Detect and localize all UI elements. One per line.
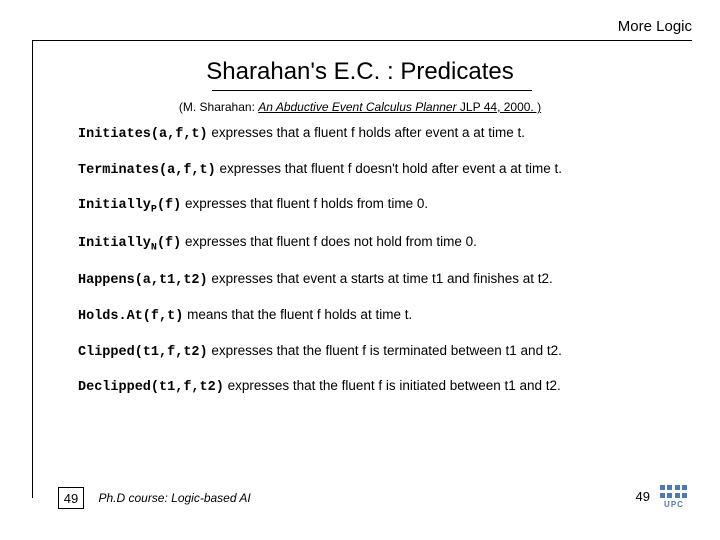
page-number-right: 49 xyxy=(636,489,650,504)
predicate-desc: expresses that fluent f holds from time … xyxy=(181,196,428,211)
predicate-name: Initiates(a,f,t) xyxy=(78,127,208,142)
predicate-name: InitiallyP(f) xyxy=(78,198,181,213)
citation: (M. Sharahan: An Abductive Event Calculu… xyxy=(0,100,720,114)
predicate-name: Happens(a,t1,t2) xyxy=(78,273,208,288)
predicate-desc: means that the fluent f holds at time t. xyxy=(183,307,412,322)
predicate-row: Happens(a,t1,t2) expresses that event a … xyxy=(78,270,698,290)
logo-text: UPC xyxy=(660,500,688,509)
predicate-row: Declipped(t1,f,t2) expresses that the fl… xyxy=(78,377,698,397)
predicate-row: InitiallyN(f) expresses that fluent f do… xyxy=(78,233,698,255)
section-header: More Logic xyxy=(618,18,692,35)
predicate-pre: Initially xyxy=(78,198,151,213)
predicate-row: InitiallyP(f) expresses that fluent f ho… xyxy=(78,195,698,217)
title-underline xyxy=(212,90,532,91)
predicate-pre: Initially xyxy=(78,236,151,251)
predicate-row: Holds.At(f,t) means that the fluent f ho… xyxy=(78,306,698,326)
horizontal-rule xyxy=(32,40,692,41)
page-number-box: 49 xyxy=(58,487,84,509)
citation-prefix: (M. Sharahan: xyxy=(179,100,258,114)
predicate-desc: expresses that fluent f doesn't hold aft… xyxy=(216,161,562,176)
citation-title: An Abductive Event Calculus Planner xyxy=(258,100,456,114)
predicate-desc: expresses that fluent f does not hold fr… xyxy=(181,234,477,249)
predicate-name: Holds.At(f,t) xyxy=(78,309,183,324)
predicate-name: Clipped(t1,f,t2) xyxy=(78,345,208,360)
predicate-list: Initiates(a,f,t) expresses that a fluent… xyxy=(78,124,698,413)
predicate-post: (f) xyxy=(157,198,181,213)
predicate-desc: expresses that event a starts at time t1… xyxy=(208,271,553,286)
course-label: Ph.D course: Logic-based AI xyxy=(98,491,250,505)
predicate-name: Terminates(a,f,t) xyxy=(78,163,216,178)
upc-logo: UPC xyxy=(660,485,688,513)
predicate-row: Clipped(t1,f,t2) expresses that the flue… xyxy=(78,342,698,362)
logo-dots-icon xyxy=(660,485,688,499)
predicate-desc: expresses that the fluent f is initiated… xyxy=(224,378,561,393)
predicate-name: InitiallyN(f) xyxy=(78,236,181,251)
citation-suffix: JLP 44, 2000. ) xyxy=(457,100,542,114)
predicate-row: Terminates(a,f,t) expresses that fluent … xyxy=(78,160,698,180)
slide-footer: 49 Ph.D course: Logic-based AI 49 UPC xyxy=(58,487,698,511)
predicate-desc: expresses that a fluent f holds after ev… xyxy=(208,125,525,140)
predicate-desc: expresses that the fluent f is terminate… xyxy=(208,343,562,358)
predicate-name: Declipped(t1,f,t2) xyxy=(78,380,224,395)
predicate-post: (f) xyxy=(157,236,181,251)
slide-title: Sharahan's E.C. : Predicates xyxy=(0,58,720,86)
predicate-row: Initiates(a,f,t) expresses that a fluent… xyxy=(78,124,698,144)
